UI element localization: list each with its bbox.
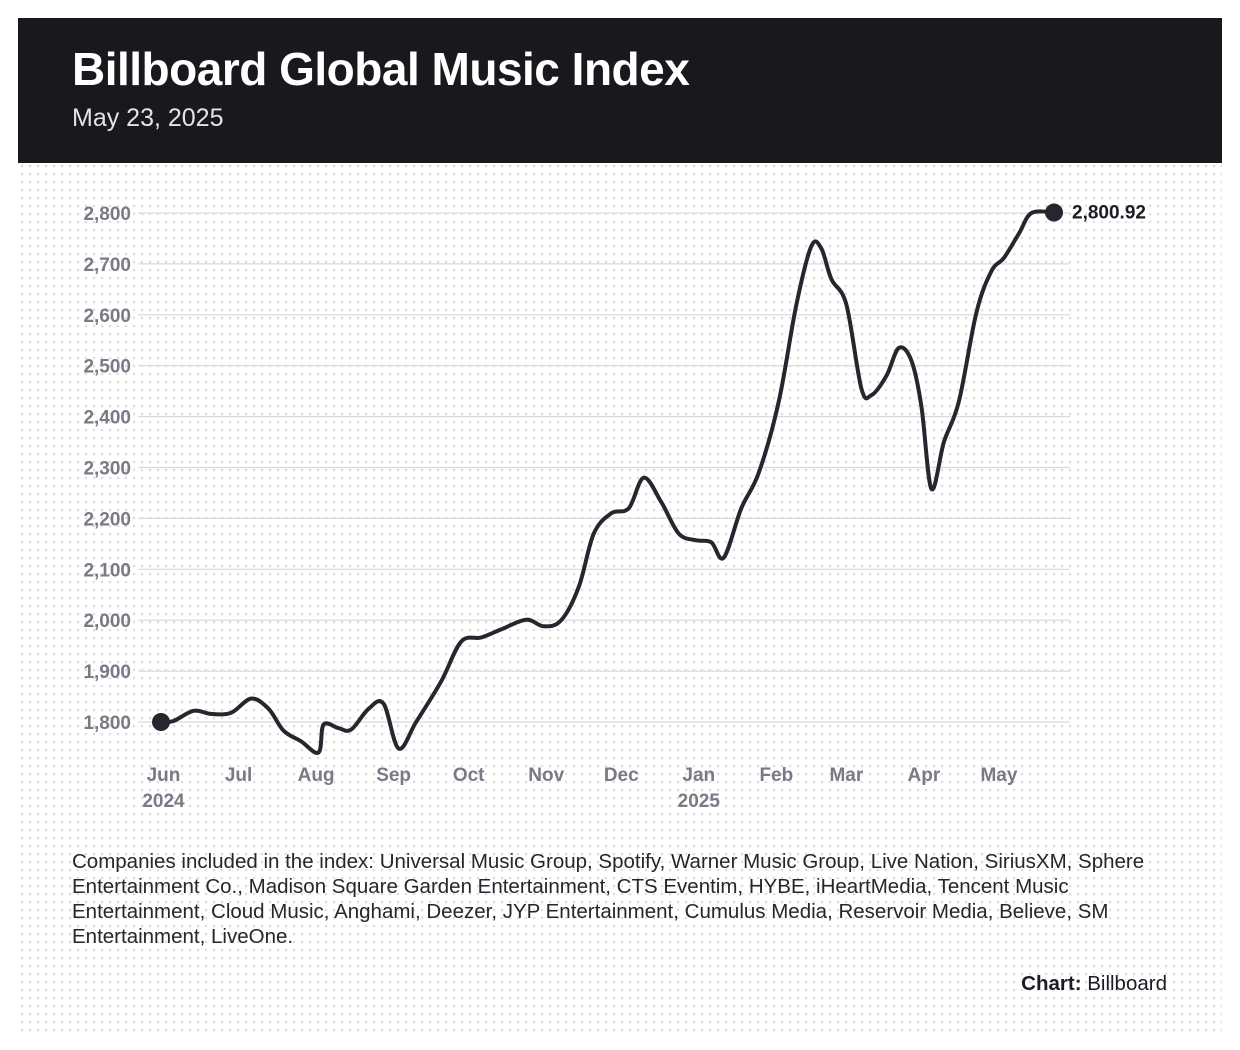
x-tick-label: Jun xyxy=(147,765,181,786)
footnote-companies: Companies included in the index: Univers… xyxy=(72,850,1145,948)
y-tick-label: 2,800 xyxy=(83,204,131,225)
chart-header: Billboard Global Music Index May 23, 202… xyxy=(18,18,1222,163)
chart-title: Billboard Global Music Index xyxy=(72,43,690,95)
gridlines xyxy=(138,212,1070,723)
y-tick-label: 2,700 xyxy=(83,255,131,276)
chart-card: Billboard Global Music Index May 23, 202… xyxy=(18,18,1222,1032)
y-tick-label: 1,800 xyxy=(83,713,131,734)
x-tick-label: Jan xyxy=(682,765,715,786)
credit-label: Chart: xyxy=(1021,972,1082,995)
x-axis-ticks: Jun 2024 Jul Aug Sep Oct Nov Dec Jan 2025 Feb Mar Ap… xyxy=(142,765,1018,812)
y-tick-label: 2,000 xyxy=(83,611,131,632)
line-chart: 1,800 1,900 2,000 2,100 2,200 2,300 2,400 2,500… xyxy=(83,203,1146,812)
series-line xyxy=(159,209,1056,755)
y-tick-label: 2,500 xyxy=(83,357,131,378)
series-markers: 2,800.92 xyxy=(152,203,1146,731)
y-tick-label: 1,900 xyxy=(83,662,131,683)
y-axis-ticks: 1,800 1,900 2,000 2,100 2,200 2,300 2,400 2,500… xyxy=(83,204,131,734)
end-point-marker xyxy=(1045,203,1063,222)
x-tick-label: Aug xyxy=(298,765,335,786)
x-tick-year-label: 2025 xyxy=(678,791,721,812)
y-tick-label: 2,100 xyxy=(83,560,131,581)
credit-source: Billboard xyxy=(1087,972,1167,995)
x-tick-label: Mar xyxy=(829,765,863,786)
x-tick-label: Jul xyxy=(225,765,252,786)
x-tick-year-label: 2024 xyxy=(142,791,185,812)
y-tick-label: 2,400 xyxy=(83,408,131,429)
y-tick-label: 2,600 xyxy=(83,306,131,327)
x-tick-label: Dec xyxy=(604,765,639,786)
x-tick-label: May xyxy=(980,765,1017,786)
x-tick-label: Nov xyxy=(528,765,564,786)
y-tick-label: 2,200 xyxy=(83,509,131,530)
start-point-marker xyxy=(152,713,170,731)
chart-credit: Chart: Billboard xyxy=(1021,972,1167,996)
end-value-label: 2,800.92 xyxy=(1072,203,1146,224)
x-tick-label: Feb xyxy=(759,765,793,786)
series-lines xyxy=(159,209,1056,755)
x-tick-label: Apr xyxy=(908,765,941,786)
x-tick-label: Sep xyxy=(376,765,411,786)
chart-date: May 23, 2025 xyxy=(72,104,224,132)
x-tick-label: Oct xyxy=(453,765,485,786)
y-tick-label: 2,300 xyxy=(83,459,131,480)
